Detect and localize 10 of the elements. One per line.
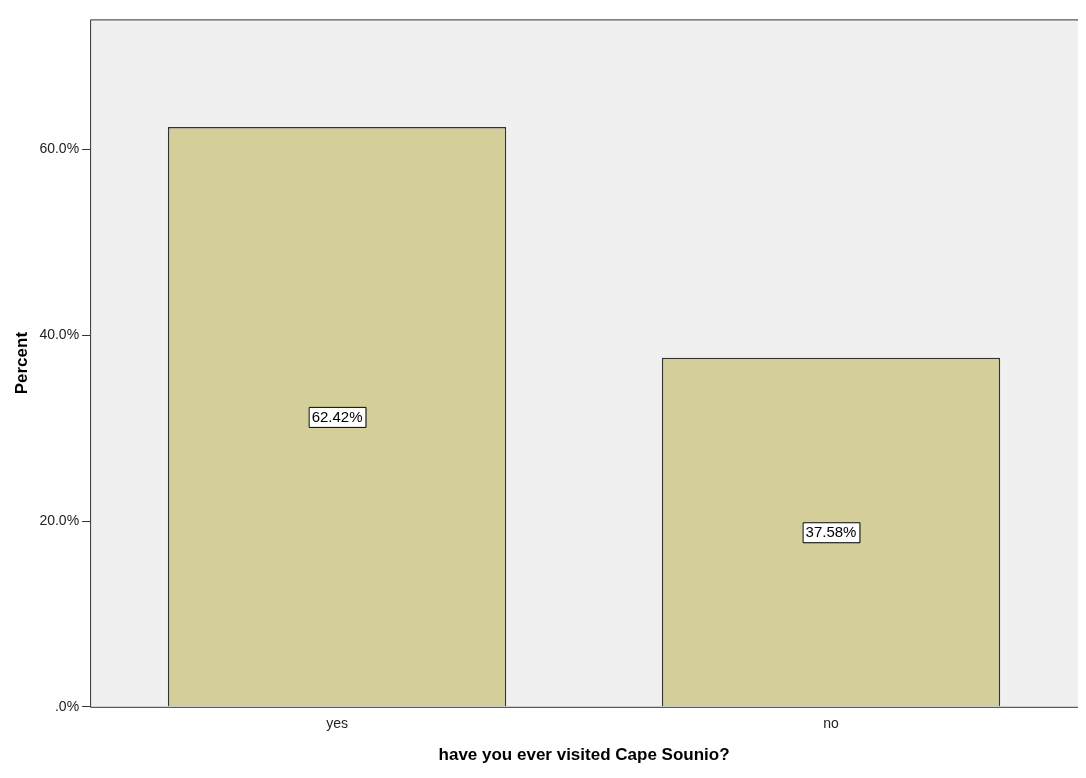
y-tick-label: .0% — [54, 697, 80, 714]
data-label: 37.58% — [805, 523, 857, 541]
y-tick-label: 40.0% — [39, 326, 80, 343]
data-label: 62.42% — [311, 408, 363, 426]
y-tick-label: 60.0% — [39, 140, 80, 157]
x-tick-label: no — [823, 715, 840, 732]
x-axis-title: have you ever visited Cape Sounio? — [438, 745, 730, 765]
y-tick-label: 20.0% — [39, 511, 80, 528]
x-tick-label: yes — [326, 715, 348, 732]
y-axis-title: Percent — [11, 331, 31, 395]
